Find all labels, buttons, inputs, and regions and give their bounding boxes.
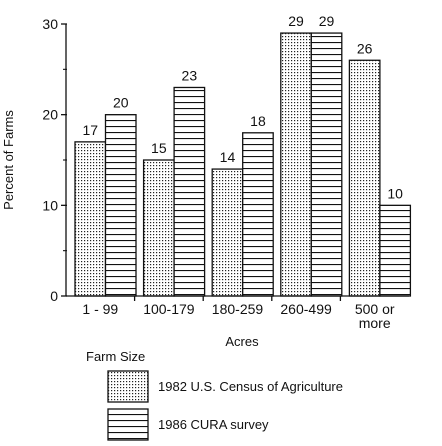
data-label: 10: [387, 185, 403, 201]
y-tick-label: 20: [42, 107, 58, 123]
x-category-label: 260-499: [280, 301, 332, 317]
data-labels: 17 20 15 23 14 18 29 29 26 10: [82, 13, 403, 201]
bar-cura-1986: [379, 204, 412, 297]
bars: [74, 32, 412, 297]
y-tick-label: 0: [50, 288, 58, 304]
bar-census-1982: [74, 141, 107, 297]
data-label: 18: [250, 113, 266, 129]
legend: 1982 U.S. Census of Agriculture 1986 CURA…: [107, 370, 343, 441]
x-category-label: 1 - 99: [82, 301, 118, 317]
y-axis: 0 10 20 30: [42, 16, 67, 304]
legend-label: 1986 CURA survey: [158, 417, 269, 432]
y-axis-title: Percent of Farms: [1, 110, 16, 210]
bar-census-1982: [211, 168, 244, 297]
x-axis-title: Acres: [225, 334, 259, 349]
bar-cura-1986: [104, 114, 137, 297]
y-tick-label: 10: [42, 197, 58, 213]
x-category-label: more: [359, 315, 391, 331]
data-label: 15: [151, 140, 167, 156]
data-label: 26: [357, 40, 373, 56]
bar-cura-1986: [173, 86, 206, 297]
bar-cura-1986: [310, 32, 343, 297]
data-label: 20: [113, 95, 129, 111]
bar-census-1982: [348, 59, 381, 297]
data-label: 14: [220, 149, 236, 165]
data-label: 17: [82, 122, 98, 138]
legend-label: 1982 U.S. Census of Agriculture: [158, 379, 343, 394]
x-category-label: 180-259: [212, 301, 264, 317]
legend-swatch-dotted: [107, 370, 149, 403]
y-tick-label: 30: [42, 16, 58, 32]
x-category-label: 500 or: [355, 301, 395, 317]
legend-title: Farm Size: [86, 349, 145, 364]
data-label: 23: [182, 67, 198, 83]
bar-cura-1986: [242, 132, 274, 297]
legend-swatch-lines: [107, 408, 149, 441]
data-label: 29: [288, 13, 304, 29]
data-label: 29: [319, 13, 335, 29]
bar-census-1982: [280, 32, 312, 297]
x-category-label: 100-179: [143, 301, 195, 317]
bar-census-1982: [142, 159, 175, 297]
